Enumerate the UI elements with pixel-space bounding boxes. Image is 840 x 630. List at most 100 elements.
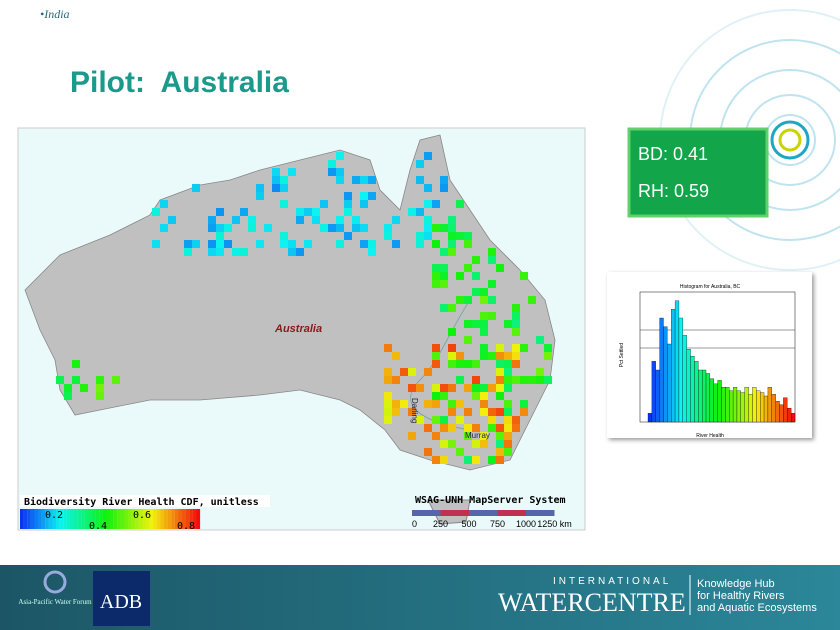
- map-cell: [288, 240, 296, 248]
- map-cell: [384, 408, 392, 416]
- map-cell: [464, 296, 472, 304]
- map-cell: [480, 432, 488, 440]
- map-cell: [456, 296, 464, 304]
- legend-swatch: [48, 509, 53, 529]
- map-cell: [480, 392, 488, 400]
- map-cell: [440, 224, 448, 232]
- map-cell: [464, 336, 472, 344]
- map-cell: [496, 392, 504, 400]
- legend-swatch: [95, 509, 100, 529]
- map-cell: [496, 352, 504, 360]
- map-cell: [416, 232, 424, 240]
- map-cell: [496, 408, 504, 416]
- map-cell: [464, 424, 472, 432]
- map-cell: [432, 224, 440, 232]
- map-cell: [344, 200, 352, 208]
- histogram-bar: [674, 300, 680, 423]
- histogram-bar: [763, 395, 769, 423]
- map-cell: [504, 432, 512, 440]
- map-cell: [72, 360, 80, 368]
- map-cell: [464, 408, 472, 416]
- map-cell: [328, 160, 336, 168]
- map-cell: [360, 192, 368, 200]
- map-cell: [496, 368, 504, 376]
- map-cell: [432, 272, 440, 280]
- map-cell: [328, 224, 336, 232]
- histogram-bar: [663, 326, 668, 423]
- legend-swatch: [192, 509, 197, 529]
- map-cell: [496, 432, 504, 440]
- map-cell: [344, 232, 352, 240]
- watercentre: WATERCENTRE: [498, 588, 686, 617]
- map-cell: [488, 456, 496, 464]
- legend-swatch: [135, 509, 139, 529]
- map-cell: [152, 208, 160, 216]
- map-cell: [264, 224, 272, 232]
- map-cell: [320, 224, 328, 232]
- map-cell: [432, 416, 440, 424]
- map-cell: [440, 440, 448, 448]
- map-cell: [432, 456, 440, 464]
- map-cell: [448, 248, 456, 256]
- legend-swatch: [124, 509, 129, 529]
- map-cell: [448, 440, 456, 448]
- histogram-y-label: Pct Settled: [619, 343, 625, 367]
- credit: WSAG-UNH MapServer System: [415, 495, 566, 506]
- legend-swatch: [164, 509, 168, 529]
- map-cell: [272, 168, 280, 176]
- map-cell: [440, 456, 448, 464]
- map-cell: [392, 352, 400, 360]
- histogram-bar: [732, 387, 738, 423]
- map-cell: [368, 240, 376, 248]
- map-cell: [520, 376, 528, 384]
- map-cell: [448, 240, 456, 248]
- legend-swatch: [149, 509, 154, 529]
- map-cell: [480, 344, 488, 352]
- histogram-bar: [740, 392, 745, 423]
- map-cell: [368, 176, 376, 184]
- map-cell: [192, 184, 200, 192]
- map-cell: [512, 344, 520, 352]
- map-cell: [256, 240, 264, 248]
- legend-title: Biodiversity River Health CDF, unitless: [24, 496, 259, 508]
- map-cell: [408, 384, 416, 392]
- map-cell: [336, 224, 344, 232]
- legend-swatch: [38, 509, 42, 529]
- legend-swatch: [99, 509, 103, 529]
- map-cell: [512, 416, 520, 424]
- legend-tick: 0.6: [133, 510, 151, 521]
- histogram-bar: [721, 387, 726, 423]
- legend-swatch: [81, 509, 85, 529]
- histogram-bar: [756, 390, 761, 423]
- map-cell: [280, 176, 288, 184]
- map-cell: [440, 176, 448, 184]
- score-box: [627, 127, 769, 218]
- map-cell: [440, 384, 448, 392]
- map-cell: [184, 248, 192, 256]
- map-cell: [192, 240, 200, 248]
- scale-label: 500: [461, 519, 476, 529]
- map-cell: [272, 176, 280, 184]
- river-label: Darling: [410, 398, 419, 423]
- map-cell: [456, 448, 464, 456]
- map-cell: [224, 240, 232, 248]
- map-cell: [520, 272, 528, 280]
- map-cell: [216, 240, 224, 248]
- map-cell: [536, 368, 544, 376]
- map-cell: [496, 264, 504, 272]
- scale-segment: [526, 510, 555, 516]
- map-cell: [424, 200, 432, 208]
- legend-swatch: [189, 509, 193, 529]
- map-cell: [336, 152, 344, 160]
- legend-swatch: [138, 509, 143, 529]
- map-cell: [472, 256, 480, 264]
- map-cell: [248, 224, 256, 232]
- map-cell: [440, 264, 448, 272]
- histogram-bar: [713, 383, 718, 423]
- legend-swatch: [156, 509, 161, 529]
- map-cell: [496, 456, 504, 464]
- map-cell: [472, 392, 480, 400]
- histogram-bar: [725, 387, 730, 423]
- map-cell: [344, 192, 352, 200]
- map-cell: [464, 240, 472, 248]
